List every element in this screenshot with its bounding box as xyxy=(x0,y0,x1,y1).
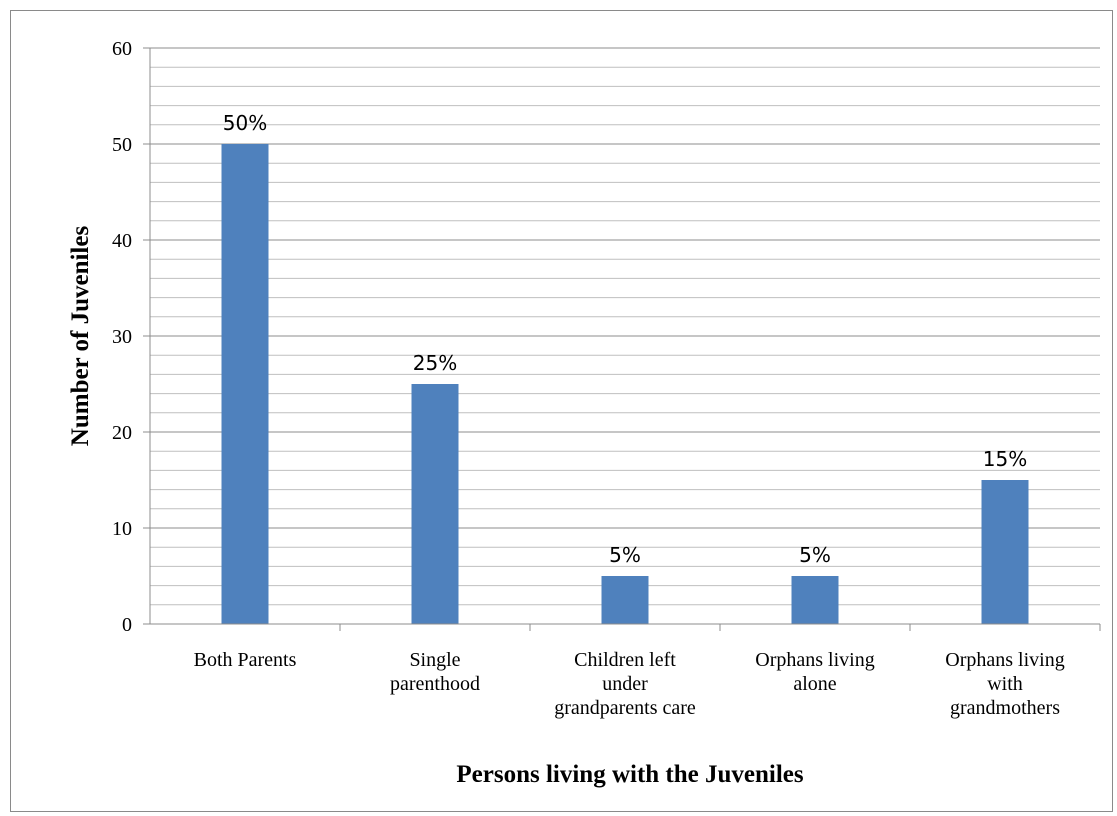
bar xyxy=(601,576,649,624)
data-label: 5% xyxy=(799,543,831,567)
category-label: alone xyxy=(793,673,836,695)
axes xyxy=(143,47,1101,631)
labels: 0 10 20 30 40 50 60 50% Both Parents 25% Singlepar… xyxy=(112,38,1065,719)
y-tick-label: 60 xyxy=(112,38,132,60)
bar xyxy=(411,384,459,624)
y-tick-label: 50 xyxy=(112,134,132,156)
y-tick-label: 10 xyxy=(112,518,132,540)
y-tick-label: 0 xyxy=(122,614,132,636)
bar xyxy=(981,480,1029,624)
category-label: Both Parents xyxy=(194,649,297,671)
category-label: Orphans living xyxy=(945,649,1064,671)
bar xyxy=(791,576,839,624)
category-label: under xyxy=(602,673,648,695)
y-tick-label: 30 xyxy=(112,326,132,348)
category-label: Single xyxy=(409,649,460,671)
data-label: 5% xyxy=(609,543,641,567)
y-tick-label: 20 xyxy=(112,422,132,444)
category-label: parenthood xyxy=(390,673,480,695)
x-axis-title: Persons living with the Juveniles xyxy=(456,761,804,788)
grid-lines xyxy=(150,47,1100,606)
y-axis-title: Number of Juveniles xyxy=(67,226,94,447)
y-tick-label: 40 xyxy=(112,230,132,252)
data-label: 25% xyxy=(413,351,457,375)
category-label: grandmothers xyxy=(950,697,1060,719)
category-label: with xyxy=(987,673,1023,695)
bar xyxy=(221,144,269,624)
data-label: 15% xyxy=(983,447,1027,471)
data-label: 50% xyxy=(223,111,267,135)
category-label: Children left xyxy=(574,649,676,671)
category-label: Orphans living xyxy=(755,649,874,671)
bars xyxy=(221,144,1029,624)
category-label: grandparents care xyxy=(554,697,696,719)
